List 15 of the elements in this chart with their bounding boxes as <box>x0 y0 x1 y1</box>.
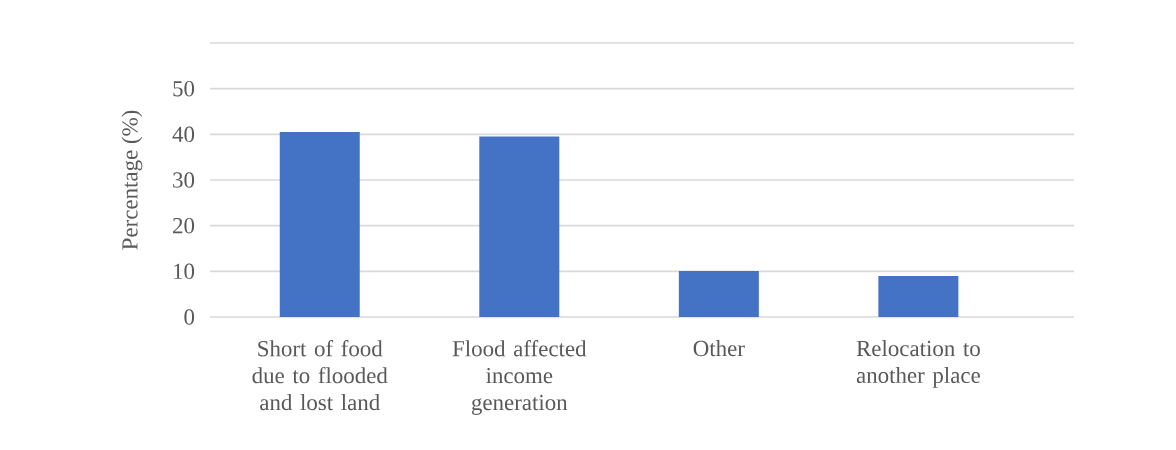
y-axis-title: Percentage (%) <box>121 110 143 250</box>
y-tick-label: 50 <box>173 80 195 97</box>
x-tick-label: Short of food due to flooded and lost land <box>252 340 388 411</box>
bar <box>878 275 959 317</box>
bar <box>678 270 759 317</box>
x-tick-label: Other <box>693 340 745 357</box>
bar <box>479 136 560 317</box>
y-tick-label: 20 <box>173 217 195 234</box>
x-tick-label: Relocation to another place <box>856 340 980 388</box>
x-tick-label: Flood affected income generation <box>452 340 587 415</box>
y-tick-label: 40 <box>172 126 195 143</box>
y-tick-label: 10 <box>174 263 195 280</box>
bar <box>279 132 360 317</box>
y-tick-label: 30 <box>173 172 195 188</box>
y-tick-label: 0 <box>184 309 195 325</box>
